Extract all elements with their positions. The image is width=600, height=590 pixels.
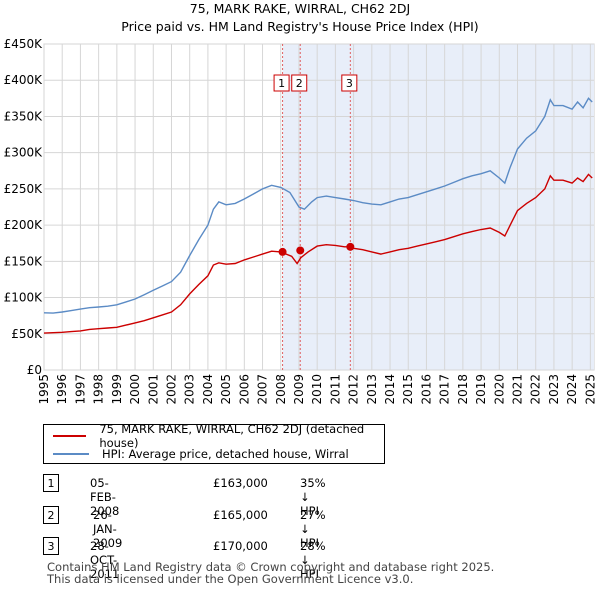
x-tick-label: 2008 <box>274 374 288 405</box>
x-tick-label: 1999 <box>110 374 124 405</box>
x-tick-label: 1995 <box>37 374 51 405</box>
transaction-hpi-diff: 28% ↓ HPI <box>300 539 326 581</box>
x-tick-label: 2004 <box>201 374 215 405</box>
x-tick-label: 2019 <box>474 374 488 405</box>
transaction-price: £165,000 <box>213 508 268 522</box>
x-tick-label: 2020 <box>492 374 506 405</box>
x-tick-label: 2009 <box>292 374 306 405</box>
series-line <box>43 173 593 334</box>
y-tick-label: £300K <box>4 146 44 160</box>
y-tick-label: £250K <box>4 182 44 196</box>
x-tick-label: 2016 <box>419 374 433 405</box>
y-tick-label: £400K <box>4 73 44 87</box>
transaction-number: 1 <box>43 474 59 492</box>
x-tick-label: 2025 <box>583 374 597 405</box>
legend-label-hpi: HPI: Average price, detached house, Wirr… <box>102 447 349 461</box>
x-tick-label: 2017 <box>438 374 452 405</box>
transaction-points <box>278 242 355 256</box>
transaction-date: 28-OCT-2011 <box>90 539 120 581</box>
transaction-marker-label: 2 <box>296 77 303 90</box>
x-tick-label: 2010 <box>310 374 324 405</box>
transaction-hpi-diff: 27% ↓ HPI <box>300 508 326 550</box>
transaction-marker-box <box>341 74 358 92</box>
chart-subtitle: Price paid vs. HM Land Registry's House … <box>121 19 478 34</box>
x-tick-label: 1998 <box>92 374 106 405</box>
transaction-point <box>278 247 287 256</box>
footer-attribution: Contains HM Land Registry data © Crown c… <box>47 561 494 585</box>
x-tick-label: 2024 <box>565 374 579 405</box>
x-tick-label: 2023 <box>547 374 561 405</box>
series-line <box>43 97 593 314</box>
x-tick-label: 2015 <box>401 374 415 405</box>
x-tick-label: 2001 <box>146 374 160 405</box>
series-lines <box>43 97 593 334</box>
y-tick-label: £100K <box>4 291 44 305</box>
legend: 75, MARK RAKE, WIRRAL, CH62 2DJ (detache… <box>43 422 385 464</box>
y-tick-label: £150K <box>4 254 44 268</box>
x-axis-ticks: 1995 1996 1997 1998 1999 2000 2001 2002 2003 2004… <box>37 374 597 405</box>
chart-title: 75, MARK RAKE, WIRRAL, CH62 2DJ <box>190 1 410 16</box>
x-tick-label: 1997 <box>73 374 87 405</box>
transaction-date: 26-JAN-2009 <box>93 508 123 550</box>
plot-background <box>43 43 595 371</box>
transaction-point <box>346 242 355 251</box>
x-tick-label: 2018 <box>456 374 470 405</box>
x-tick-label: 2022 <box>529 374 543 405</box>
transaction-price: £163,000 <box>213 476 268 490</box>
legend-item-hpi: HPI: Average price, detached house, Wirr… <box>44 445 349 463</box>
x-tick-label: 2007 <box>256 374 270 405</box>
transaction-price: £170,000 <box>213 539 268 553</box>
price-chart: 75, MARK RAKE, WIRRAL, CH62 2DJ Price pa… <box>4 1 598 405</box>
transaction-hpi-diff: 35% ↓ HPI <box>300 476 326 518</box>
footer-license: This data is licensed under the Open Gov… <box>47 572 414 586</box>
y-tick-label: £350K <box>4 109 44 123</box>
transaction-date: 05-FEB-2008 <box>90 476 120 518</box>
transaction-number: 3 <box>43 537 59 555</box>
transaction-marker-box <box>273 74 290 92</box>
x-tick-label: 2006 <box>237 374 251 405</box>
y-tick-label: £0 <box>27 363 42 377</box>
y-tick-label: £200K <box>4 218 44 232</box>
x-tick-label: 2002 <box>164 374 178 405</box>
x-tick-label: 2000 <box>128 374 142 405</box>
transaction-number: 2 <box>43 506 59 524</box>
x-tick-label: 2013 <box>365 374 379 405</box>
legend-label-property: 75, MARK RAKE, WIRRAL, CH62 2DJ (detache… <box>99 422 365 450</box>
transaction-marker-box <box>291 74 308 92</box>
x-tick-label: 1996 <box>55 374 69 405</box>
footer-copyright: Contains HM Land Registry data © Crown c… <box>47 560 495 574</box>
legend-item-property: 75, MARK RAKE, WIRRAL, CH62 2DJ (detache… <box>44 422 384 450</box>
x-tick-label: 2003 <box>183 374 197 405</box>
transaction-marker-label: 1 <box>278 77 285 90</box>
legend-swatch-property <box>53 435 87 437</box>
x-tick-label: 2014 <box>383 374 397 405</box>
transaction-marker-label: 3 <box>346 77 353 90</box>
x-tick-label: 2021 <box>511 374 525 405</box>
x-tick-label: 2005 <box>219 374 233 405</box>
shaded-region <box>282 44 594 370</box>
y-tick-label: £50K <box>11 327 43 341</box>
y-axis-ticks: £0 £50K £100K £150K £200K £250K £300K £350K £400… <box>4 37 44 377</box>
x-tick-label: 2011 <box>328 374 342 405</box>
y-tick-label: £450K <box>4 37 44 51</box>
x-tick-label: 2012 <box>347 374 361 405</box>
legend-swatch-hpi <box>53 453 89 455</box>
grid-lines <box>43 43 594 371</box>
transaction-point <box>296 246 305 255</box>
